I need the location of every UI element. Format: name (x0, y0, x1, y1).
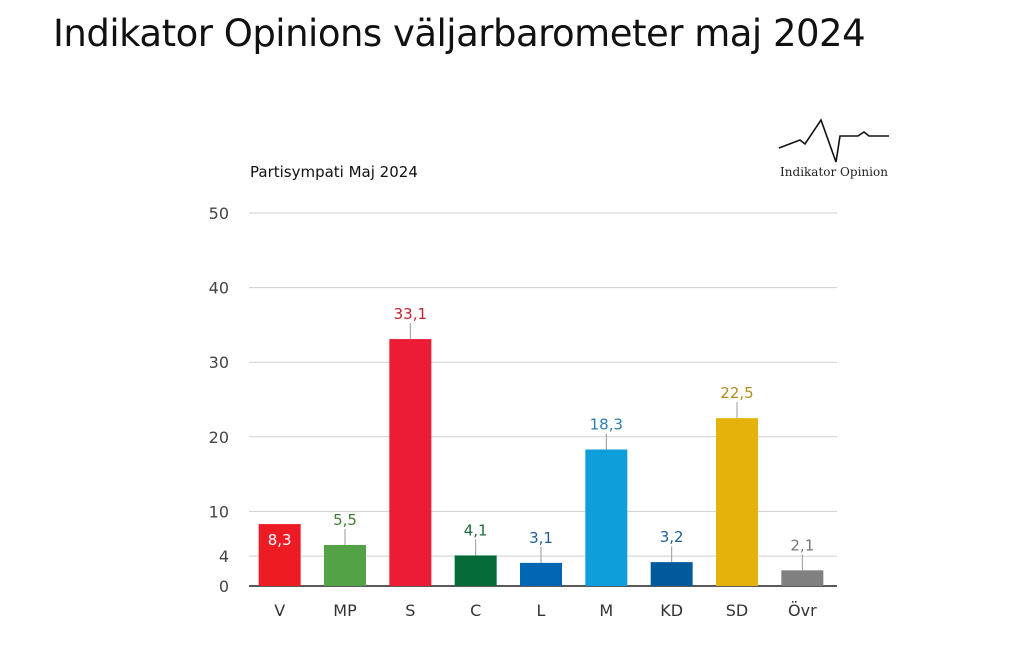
x-tick-label: Övr (788, 601, 817, 620)
y-tick-label: 20 (209, 428, 229, 447)
bar-l (520, 562, 562, 586)
x-tick-label: C (470, 601, 481, 620)
x-tick-label: V (274, 601, 285, 620)
bar-c (454, 555, 497, 586)
x-tick-label: L (537, 601, 546, 620)
bar-m (585, 449, 628, 586)
y-tick-label: 40 (209, 279, 229, 298)
y-tick-label: 4 (219, 547, 229, 566)
data-label: 33,1 (394, 305, 427, 323)
x-tick-label: MP (333, 601, 357, 620)
data-label: 8,3 (268, 531, 292, 549)
data-label: 22,5 (720, 384, 753, 402)
y-tick-label: 0 (219, 577, 229, 596)
bar-mp (324, 544, 366, 586)
y-tick-label: 10 (209, 502, 229, 521)
x-tick-label: SD (726, 601, 748, 620)
data-label: 18,3 (590, 415, 623, 433)
x-tick-label: M (599, 601, 613, 620)
bar-sd (716, 418, 758, 586)
data-label: 2,1 (790, 536, 814, 554)
bar-övr (781, 570, 824, 586)
page-title: Indikator Opinions väljarbarometer maj 2… (53, 12, 866, 55)
pulse-line-icon (778, 118, 889, 163)
chart-title: Partisympati Maj 2024 (250, 163, 418, 181)
data-label: 5,5 (333, 511, 357, 529)
bar-s (389, 339, 432, 586)
data-label: 3,1 (529, 529, 553, 547)
y-tick-label: 50 (209, 204, 229, 223)
bar-kd (650, 562, 693, 586)
brand-logo: Indikator Opinion (778, 118, 889, 179)
x-tick-label: KD (660, 601, 683, 620)
data-label: 4,1 (464, 521, 488, 539)
x-tick-label: S (405, 601, 415, 620)
data-label: 3,2 (660, 528, 684, 546)
y-tick-label: 30 (209, 353, 229, 372)
bar-v (258, 524, 301, 586)
brand-name: Indikator Opinion (780, 165, 888, 179)
